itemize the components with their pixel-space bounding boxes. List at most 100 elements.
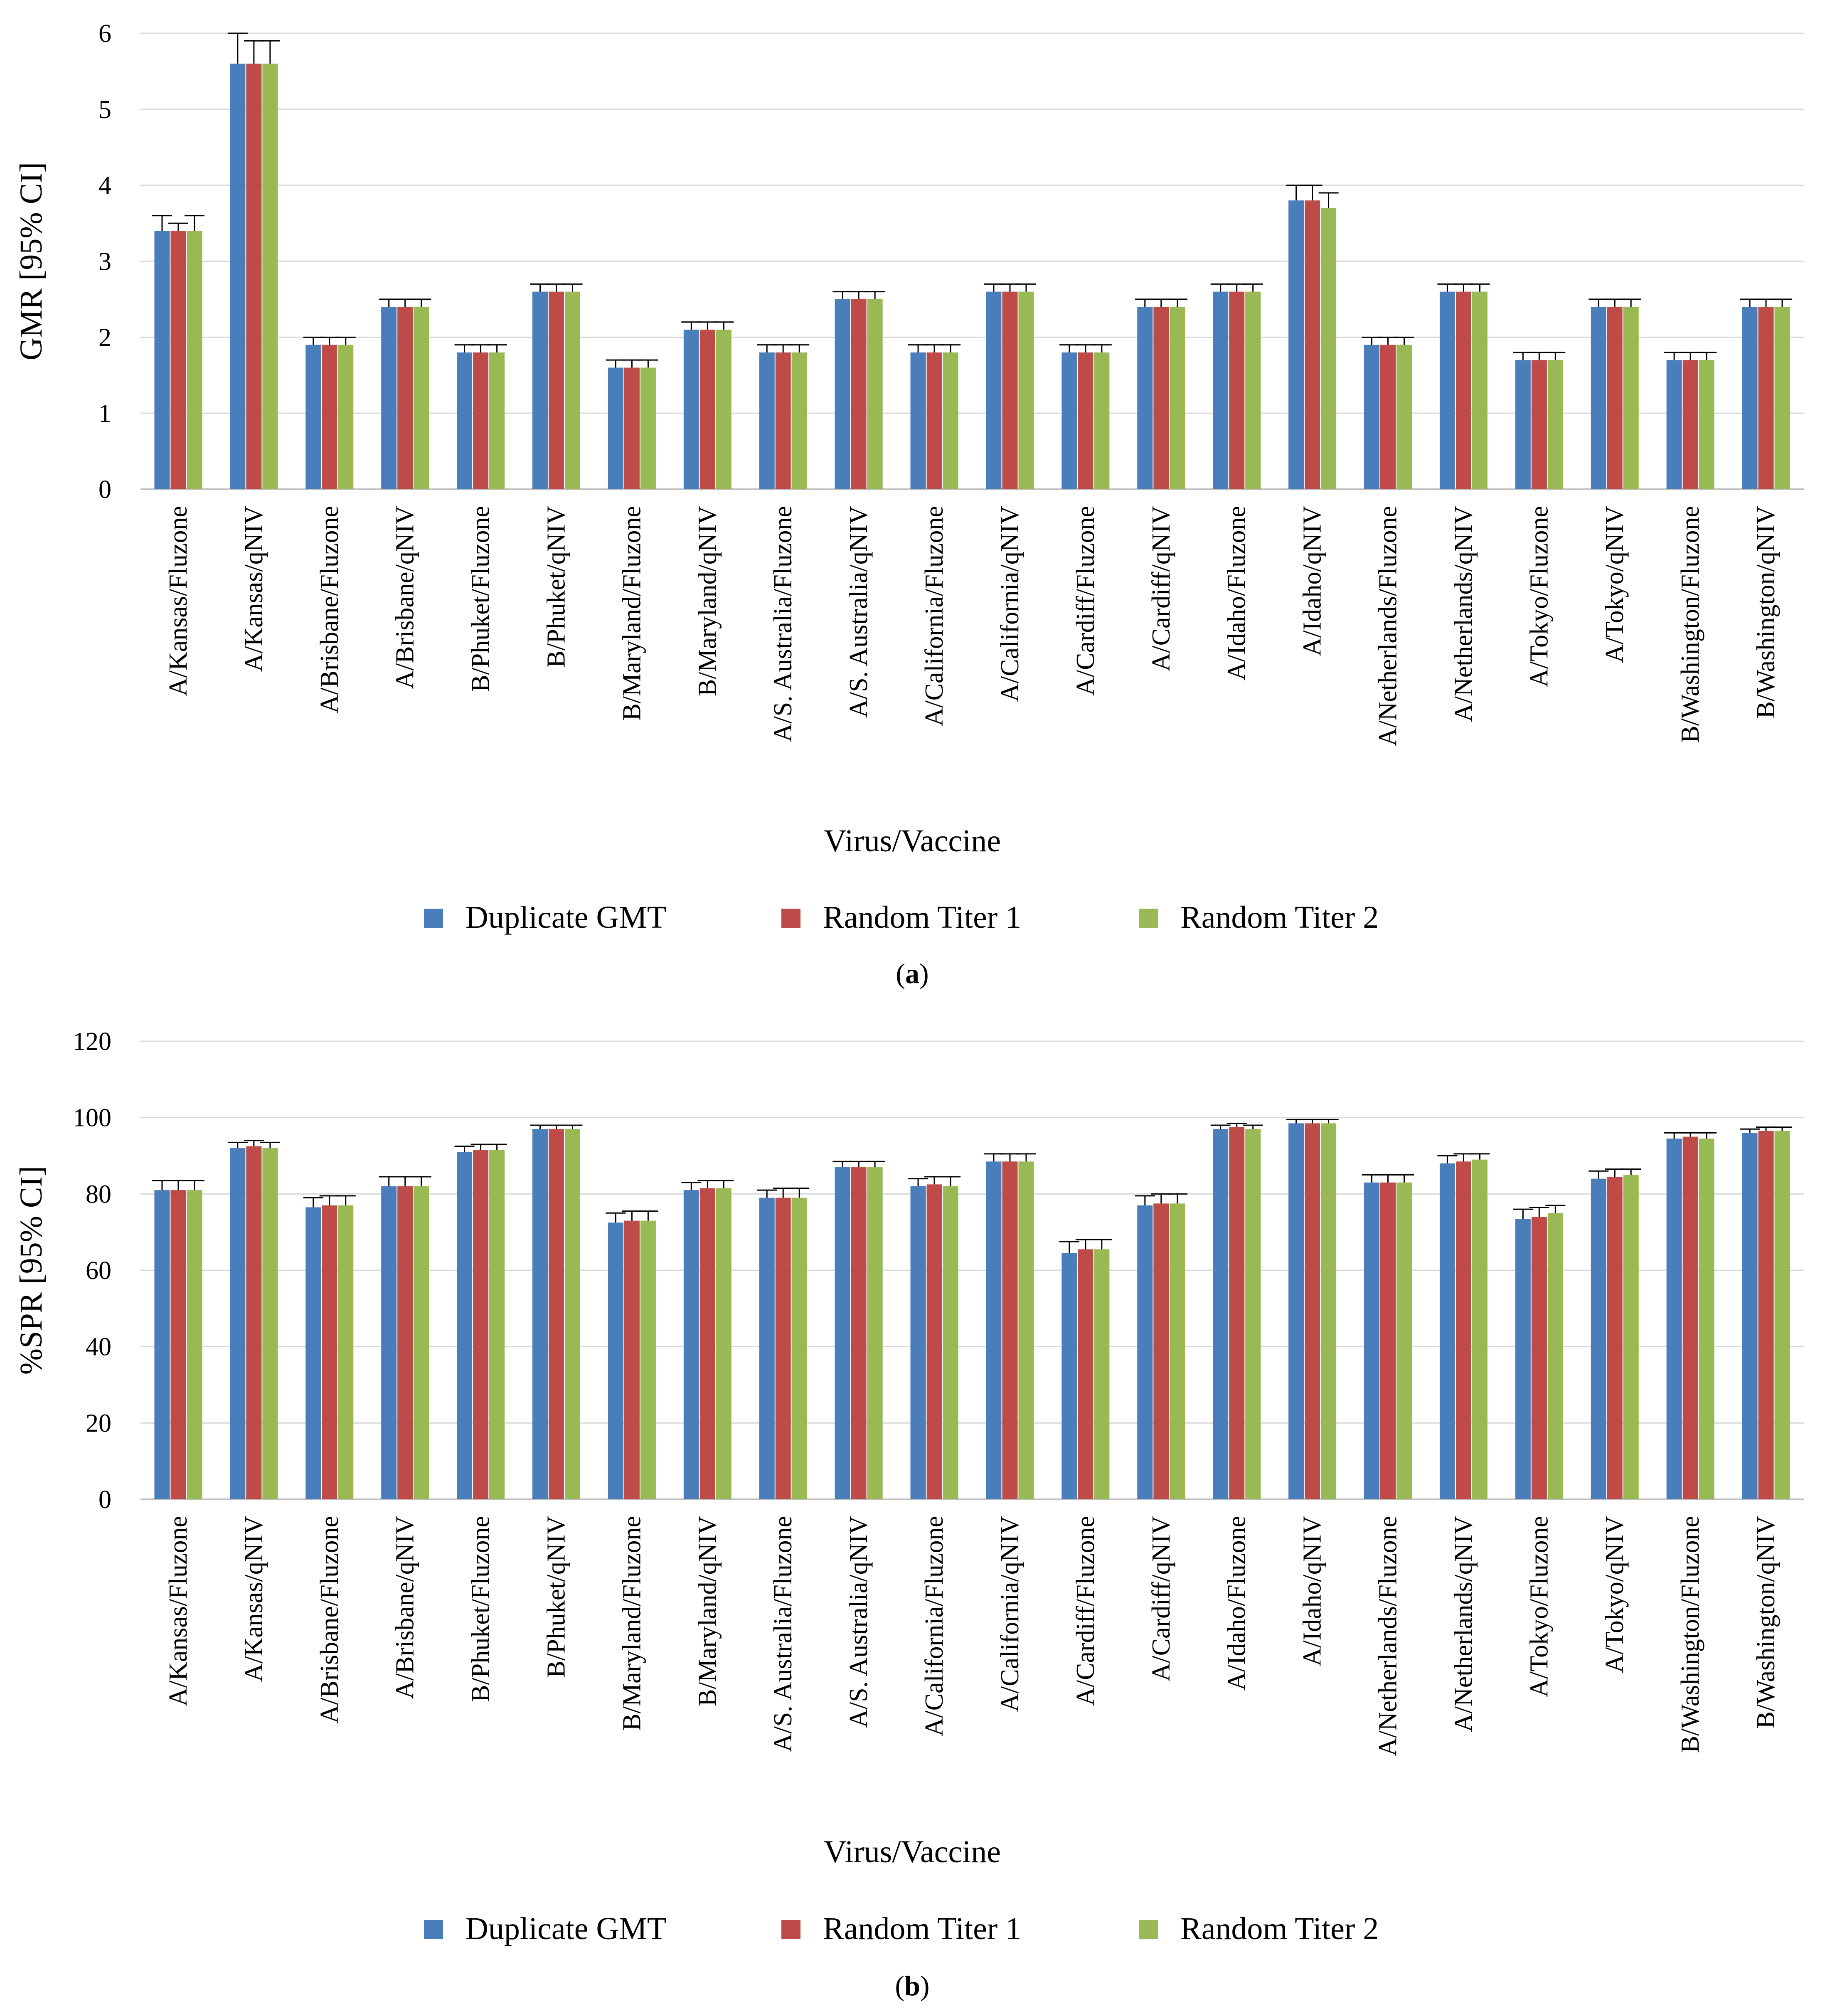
bar-random-titer-2 [640,367,656,489]
legend-swatch [424,909,443,928]
x-tick-label: A/Cardiff/qNIV [1147,506,1175,672]
panel-letter: b [904,1970,920,2001]
bar-random-titer-2 [489,1150,505,1499]
y-tick-label: 5 [99,96,111,124]
bar-random-titer-1 [1078,1249,1094,1499]
bar-duplicate-gmt [154,231,170,489]
legend-label: Duplicate GMT [465,900,666,935]
bar-duplicate-gmt [1742,1133,1758,1499]
bar-random-titer-2 [1094,352,1110,489]
bar-random-titer-2 [1547,360,1563,489]
panel-letter: a [905,958,919,989]
bar-random-titer-2 [1699,360,1714,489]
bar-random-titer-2 [187,231,202,489]
bar-duplicate-gmt [154,1190,170,1499]
x-tick-label: A/Idaho/qNIV [1298,506,1327,656]
bar-random-titer-2 [1547,1213,1563,1499]
bar-duplicate-gmt [683,330,699,489]
y-tick-label: 0 [99,1486,111,1514]
x-tick-label: B/Washington/qNIV [1752,506,1780,719]
bar-random-titer-2 [1623,307,1639,489]
legend-item: Duplicate GMT [424,1911,666,1946]
bar-random-titer-2 [640,1220,656,1499]
bar-duplicate-gmt [683,1190,699,1499]
bar-random-titer-1 [1531,1217,1547,1499]
bar-duplicate-gmt [759,352,775,489]
bar-random-titer-1 [1758,307,1774,489]
x-tick-label: B/Maryland/qNIV [693,506,722,696]
x-tick-label: A/Kansas/Fluzone [164,1516,192,1706]
bar-random-titer-1 [1607,1177,1623,1499]
bar-random-titer-1 [699,1188,715,1499]
bar-duplicate-gmt [1591,307,1606,489]
y-tick-label: 3 [99,248,111,276]
bar-random-titer-1 [322,345,337,489]
bar-duplicate-gmt [1515,1219,1531,1499]
bar-duplicate-gmt [532,1129,548,1499]
legend-swatch [1139,909,1158,928]
bar-duplicate-gmt [1288,200,1304,489]
bar-random-titer-2 [1396,1182,1412,1499]
bar-duplicate-gmt [910,1186,926,1499]
legend-swatch [781,1920,800,1939]
bar-duplicate-gmt [230,1148,246,1499]
y-tick-label: 0 [99,476,111,504]
bar-random-titer-1 [1682,1136,1698,1499]
bar-random-titer-2 [716,1188,731,1499]
x-tick-label: A/S. Australia/Fluzone [769,1516,797,1752]
bar-random-titer-1 [170,1190,186,1499]
y-tick-label: 40 [86,1333,111,1361]
x-tick-label: A/Tokyo/qNIV [1601,1516,1629,1673]
x-axis-title: Virus/Vaccine [824,823,1001,858]
x-tick-label: A/Kansas/qNIV [240,506,268,672]
x-tick-label: A/S. Australia/qNIV [845,1516,873,1728]
bar-duplicate-gmt [381,307,397,489]
bar-random-titer-1 [549,1129,564,1499]
bar-duplicate-gmt [457,1152,473,1499]
bar-random-titer-1 [1078,352,1094,489]
bar-duplicate-gmt [1666,1139,1682,1499]
x-tick-label: B/Maryland/qNIV [693,1516,722,1706]
bar-random-titer-1 [170,231,186,489]
x-tick-label: A/S. Australia/qNIV [845,506,873,718]
bar-duplicate-gmt [1062,352,1077,489]
bar-random-titer-1 [1153,307,1169,489]
bar-duplicate-gmt [381,1186,397,1499]
bar-random-titer-1 [775,352,791,489]
x-tick-label: B/Phuket/Fluzone [467,1516,495,1702]
bar-duplicate-gmt [608,1222,623,1499]
bar-duplicate-gmt [1364,1182,1379,1499]
bar-duplicate-gmt [986,1161,1002,1499]
x-tick-label: A/Cardiff/qNIV [1147,1516,1175,1682]
bar-random-titer-1 [1380,345,1396,489]
bar-duplicate-gmt [457,352,473,489]
bar-random-titer-2 [791,1198,807,1499]
bar-random-titer-2 [1396,345,1412,489]
x-tick-label: A/California/qNIV [996,1516,1024,1712]
x-tick-label: B/Maryland/Fluzone [618,506,646,721]
x-tick-label: A/Brisbane/Fluzone [315,506,344,713]
panel-label: (b) [895,1970,929,2001]
bar-random-titer-2 [262,64,278,490]
x-tick-label: A/Idaho/qNIV [1298,1516,1327,1666]
y-tick-label: 4 [99,172,111,200]
bar-random-titer-1 [624,1220,640,1499]
x-tick-label: A/Idaho/Fluzone [1223,1516,1251,1691]
y-tick-label: 60 [86,1257,111,1285]
x-tick-label: A/S. Australia/Fluzone [769,506,797,742]
bar-random-titer-2 [489,352,505,489]
bar-random-titer-2 [716,330,731,489]
legend-label: Random Titer 1 [823,900,1021,935]
bar-random-titer-1 [473,1150,489,1499]
panel-a: 0 1 2 3 4 5 6 A/Kansas/Fluzone A/Kansas/qNIV A/Br… [14,20,1804,989]
x-tick-label: A/Tokyo/Fluzone [1525,506,1553,688]
bar-random-titer-1 [1229,1127,1245,1499]
bar-random-titer-2 [867,1167,883,1499]
bar-random-titer-2 [338,345,354,489]
bar-duplicate-gmt [1515,360,1531,489]
bar-duplicate-gmt [1288,1123,1304,1499]
x-tick-label: B/Washington/Fluzone [1676,1516,1704,1753]
bar-duplicate-gmt [986,291,1002,489]
bar-random-titer-2 [943,1186,958,1499]
x-tick-label: B/Phuket/qNIV [542,1516,571,1678]
